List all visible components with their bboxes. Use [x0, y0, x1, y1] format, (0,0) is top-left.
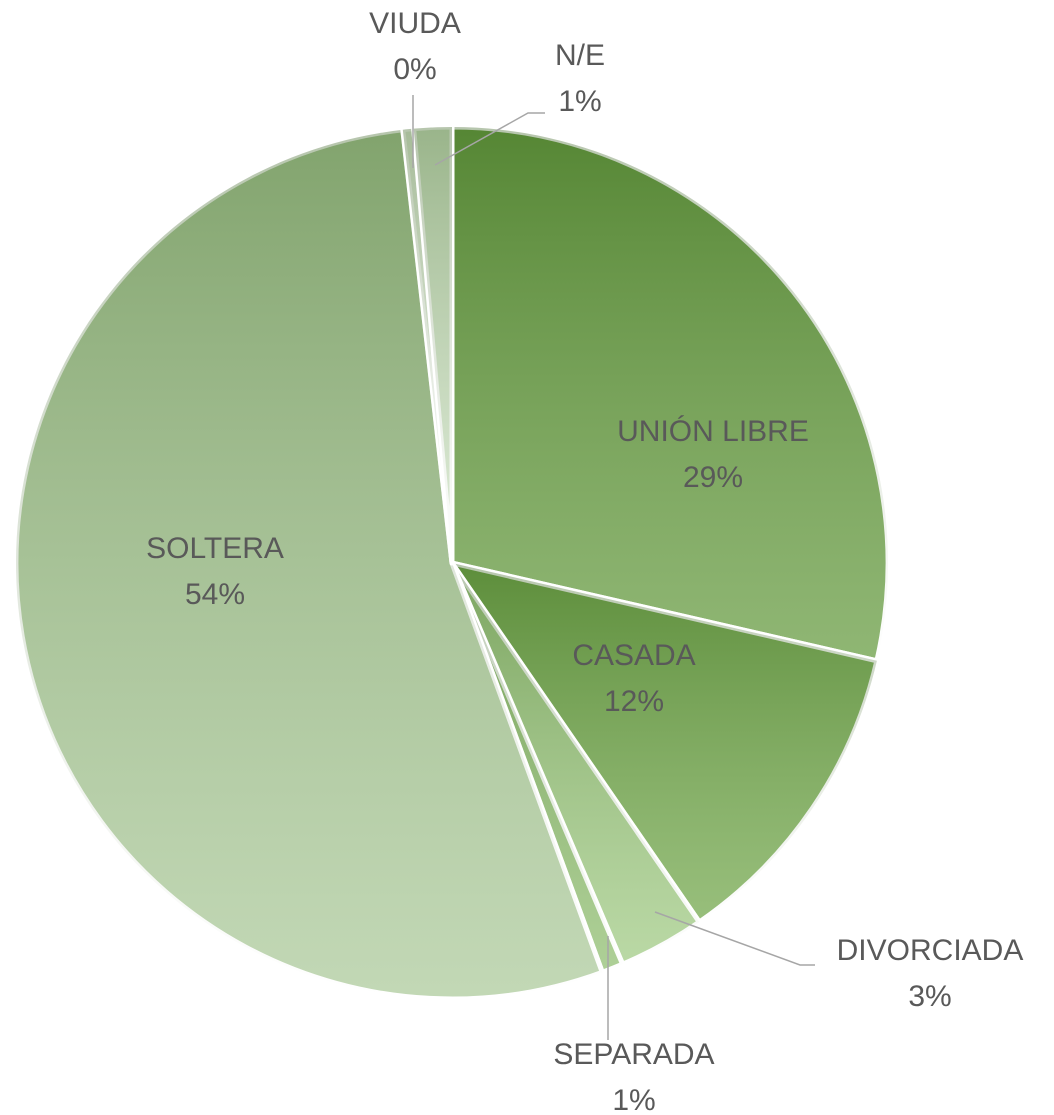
category-label: SOLTERA	[146, 532, 284, 565]
labels: UNIÓN LIBRE 29% CASADA 12% DIVORCIADA 3% SEPAR…	[146, 7, 1023, 1115]
category-label: UNIÓN LIBRE	[617, 415, 809, 448]
leader-line	[434, 112, 545, 166]
value-label: 1%	[558, 85, 601, 118]
category-label: VIUDA	[369, 7, 461, 40]
category-label: N/E	[555, 39, 605, 72]
value-label: 12%	[604, 685, 664, 718]
category-label: CASADA	[572, 639, 695, 672]
value-label: 3%	[908, 980, 951, 1013]
value-label: 0%	[393, 53, 436, 86]
category-label: DIVORCIADA	[837, 934, 1024, 967]
value-label: 54%	[185, 578, 245, 611]
category-label: SEPARADA	[553, 1038, 714, 1071]
value-label: 29%	[683, 461, 743, 494]
value-label: 1%	[612, 1084, 655, 1115]
leader-line	[654, 911, 815, 966]
